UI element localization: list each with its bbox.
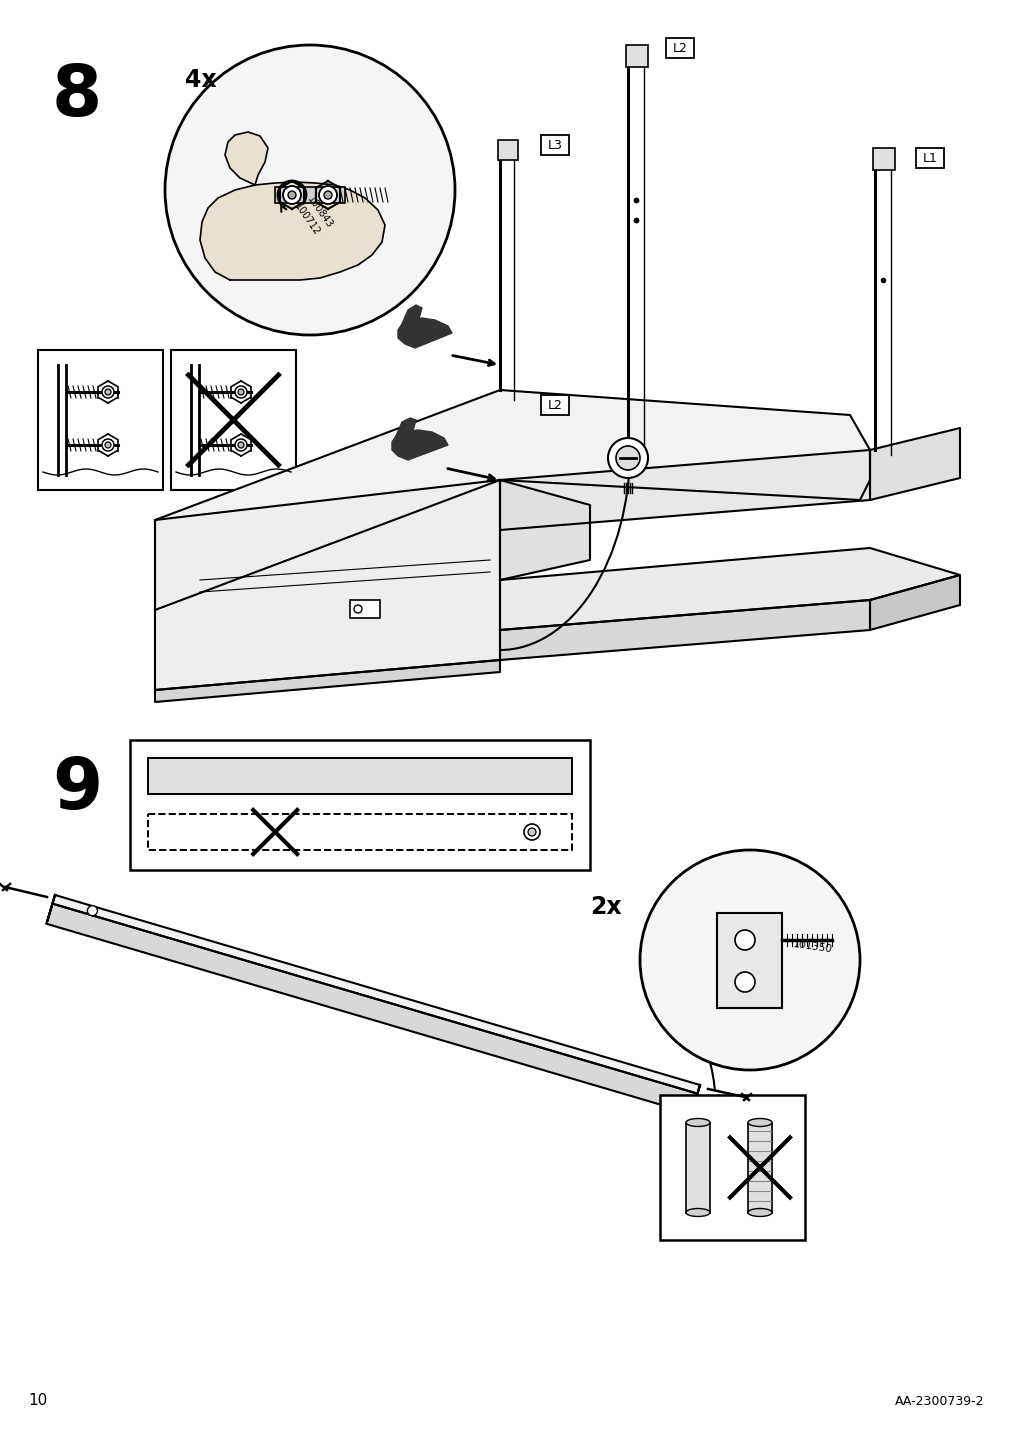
Polygon shape [47, 895, 55, 924]
Polygon shape [869, 576, 959, 630]
Circle shape [238, 442, 244, 448]
Polygon shape [53, 895, 700, 1094]
Circle shape [324, 190, 332, 199]
Circle shape [235, 440, 247, 451]
Polygon shape [155, 480, 499, 690]
Text: L2: L2 [672, 42, 686, 54]
Circle shape [102, 440, 114, 451]
Circle shape [318, 186, 337, 203]
Polygon shape [155, 390, 869, 610]
Circle shape [616, 445, 639, 470]
Circle shape [734, 929, 754, 949]
Circle shape [105, 442, 111, 448]
Polygon shape [200, 182, 384, 281]
Polygon shape [155, 660, 499, 702]
Bar [717, 912, 782, 1008]
Bar [659, 1095, 804, 1240]
Bar [171, 349, 295, 490]
Polygon shape [499, 600, 869, 660]
Bar [497, 140, 518, 160]
Text: L1: L1 [922, 152, 936, 165]
Polygon shape [397, 318, 452, 348]
Circle shape [734, 972, 754, 992]
Bar [685, 1123, 710, 1213]
Text: 2x: 2x [589, 895, 621, 919]
Polygon shape [395, 418, 416, 438]
Polygon shape [401, 305, 422, 326]
Polygon shape [391, 430, 448, 460]
Text: AA-2300739-2: AA-2300739-2 [894, 1395, 983, 1408]
Circle shape [528, 828, 536, 836]
Polygon shape [47, 904, 697, 1114]
Circle shape [165, 44, 455, 335]
Bar [129, 740, 589, 871]
Polygon shape [499, 450, 869, 530]
Bar [275, 188, 345, 203]
Ellipse shape [685, 1209, 710, 1217]
Circle shape [235, 387, 247, 398]
Circle shape [608, 438, 647, 478]
Bar [148, 758, 571, 793]
Text: 101350: 101350 [792, 938, 832, 954]
Circle shape [354, 604, 362, 613]
Text: 10: 10 [28, 1393, 48, 1408]
Text: 100712: 100712 [292, 200, 321, 238]
Ellipse shape [685, 1118, 710, 1127]
Bar [541, 395, 568, 415]
Text: 8: 8 [52, 62, 102, 130]
Polygon shape [224, 132, 268, 185]
Circle shape [102, 387, 114, 398]
Polygon shape [691, 1085, 700, 1114]
Polygon shape [499, 480, 589, 580]
Text: 100843: 100843 [304, 195, 334, 231]
Bar [747, 1123, 771, 1213]
Circle shape [105, 390, 111, 395]
Bar [665, 39, 694, 59]
Polygon shape [499, 548, 959, 630]
Ellipse shape [747, 1118, 771, 1127]
Bar [915, 147, 943, 168]
Circle shape [283, 186, 300, 203]
Ellipse shape [747, 1209, 771, 1217]
Bar [872, 147, 894, 170]
Polygon shape [869, 428, 959, 500]
Text: L2: L2 [547, 398, 562, 411]
Text: L3: L3 [547, 139, 562, 152]
Circle shape [639, 851, 859, 1070]
Bar [38, 349, 163, 490]
Circle shape [238, 390, 244, 395]
Bar [626, 44, 647, 67]
Circle shape [524, 823, 540, 841]
Circle shape [87, 905, 97, 915]
Bar [350, 600, 379, 619]
Text: 4x: 4x [185, 67, 216, 92]
Bar [541, 135, 568, 155]
Bar [148, 813, 571, 851]
Text: 9: 9 [52, 755, 102, 823]
Circle shape [288, 190, 295, 199]
